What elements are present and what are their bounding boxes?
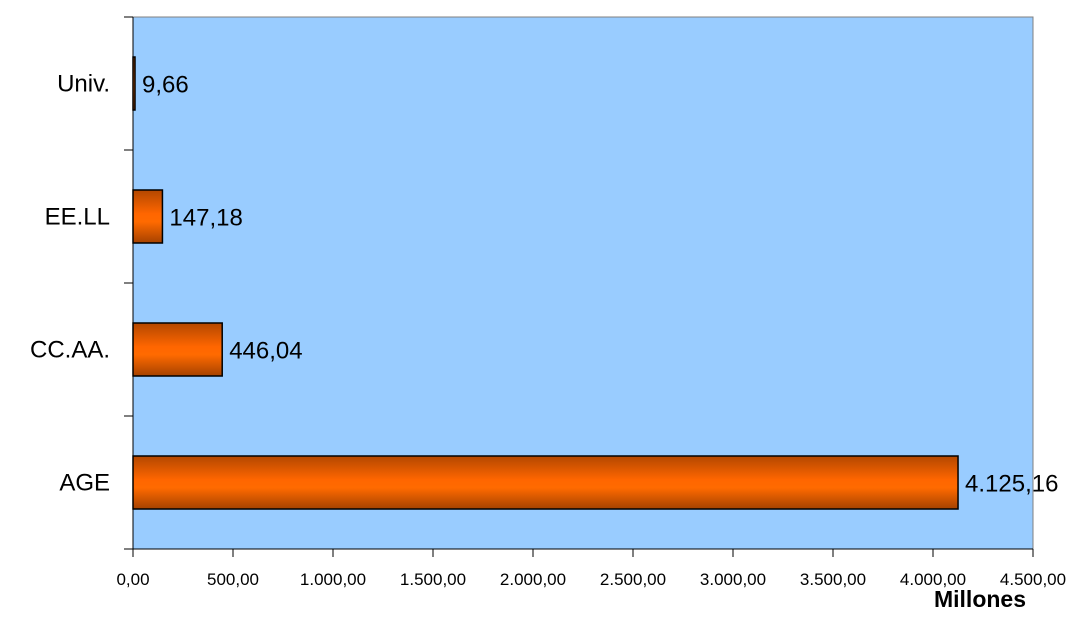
x-tick-label: 2.500,00 (600, 570, 666, 589)
bar-cc-aa (132, 322, 223, 377)
category-labels: AGE CC.AA. EE.LL Univ. (30, 71, 110, 497)
bar-ee-ll (132, 189, 164, 244)
x-tick-label: 2.000,00 (500, 570, 566, 589)
bar-series (132, 56, 959, 510)
category-label: Univ. (57, 71, 110, 98)
data-labels: 4.125,16 446,04 147,18 9,66 (142, 72, 1058, 498)
x-tick-label: 500,00 (207, 570, 259, 589)
data-label: 4.125,16 (965, 471, 1058, 498)
x-tick-label: 3.500,00 (800, 570, 866, 589)
x-axis-title: Millones (934, 586, 1026, 612)
x-tick-label: 4.500,00 (1000, 570, 1066, 589)
category-label: EE.LL (45, 204, 110, 231)
x-tick-label: 3.000,00 (700, 570, 766, 589)
bar-univ (132, 56, 136, 111)
data-label: 147,18 (169, 205, 242, 232)
category-label: CC.AA. (30, 337, 110, 364)
data-label: 446,04 (229, 338, 302, 365)
data-label: 9,66 (142, 72, 189, 99)
x-tick-label: 1.500,00 (400, 570, 466, 589)
x-axis (132, 548, 1034, 557)
bar-age (132, 455, 959, 510)
x-tick-label: 1.000,00 (300, 570, 366, 589)
x-tick-label: 0,00 (116, 570, 149, 589)
y-axis (124, 16, 134, 550)
x-tick-labels: 0,00 500,00 1.000,00 1.500,00 2.000,00 2.500,… (116, 570, 1066, 589)
category-label: AGE (59, 470, 110, 497)
x-tick-label: 4.000,00 (900, 570, 966, 589)
